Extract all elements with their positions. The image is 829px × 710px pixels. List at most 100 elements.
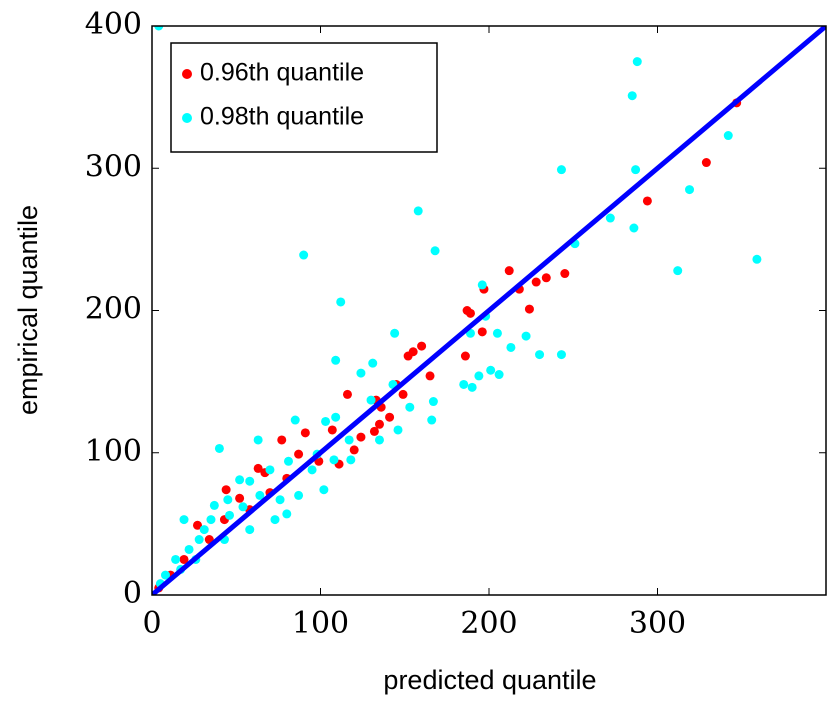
point: [225, 510, 235, 520]
point: [329, 455, 339, 465]
point: [531, 277, 541, 287]
point: [346, 455, 356, 465]
reference-line: [152, 26, 826, 595]
point: [270, 515, 280, 525]
legend-marker: [182, 113, 192, 123]
point: [477, 280, 487, 290]
point: [560, 269, 570, 279]
x-axis-label: predicted quantile: [383, 665, 596, 695]
plot-frame: [151, 25, 827, 596]
point: [238, 502, 248, 512]
point: [385, 412, 395, 422]
point: [349, 445, 359, 455]
point: [206, 515, 216, 525]
point: [265, 465, 275, 475]
point: [467, 382, 477, 392]
point: [294, 490, 304, 500]
point: [245, 525, 255, 535]
point: [556, 165, 566, 175]
point: [417, 341, 427, 351]
legend-label: 0.98th quantile: [200, 103, 364, 131]
y-tick-label: 400: [85, 7, 142, 42]
point: [504, 266, 514, 276]
point: [307, 465, 317, 475]
point: [300, 428, 310, 438]
point: [413, 206, 423, 216]
point: [356, 368, 366, 378]
point: [356, 432, 366, 442]
y-tick-label: 0: [123, 576, 142, 611]
point: [673, 266, 683, 276]
y-tick-label: 200: [85, 292, 142, 327]
point: [209, 500, 219, 510]
point: [374, 435, 384, 445]
point: [277, 435, 287, 445]
point: [524, 304, 534, 314]
point: [194, 535, 204, 545]
point: [685, 185, 695, 195]
point: [642, 196, 652, 206]
point: [321, 416, 331, 426]
point: [631, 165, 641, 175]
point: [494, 370, 504, 380]
point: [492, 328, 502, 338]
point: [235, 493, 245, 503]
point: [486, 365, 496, 375]
point: [428, 397, 438, 407]
point: [342, 389, 352, 399]
point: [299, 250, 309, 260]
point: [374, 419, 384, 429]
point: [221, 485, 231, 495]
point: [477, 327, 487, 337]
point: [294, 449, 304, 459]
point: [245, 476, 255, 486]
point: [331, 355, 341, 365]
point: [179, 554, 189, 564]
point: [393, 425, 403, 435]
point: [390, 328, 400, 338]
point: [701, 158, 711, 168]
plot-area: [152, 26, 826, 595]
point: [752, 254, 762, 264]
point: [336, 297, 346, 307]
point: [430, 246, 440, 256]
point: [327, 425, 337, 435]
point: [521, 331, 531, 341]
point: [506, 342, 516, 352]
point: [255, 490, 265, 500]
point: [253, 435, 263, 445]
point: [425, 371, 435, 381]
point: [632, 57, 642, 67]
point: [474, 371, 484, 381]
point: [331, 412, 341, 422]
point: [192, 520, 202, 530]
point: [541, 273, 551, 283]
point: [369, 426, 379, 436]
legend-label: 0.96th quantile: [200, 59, 364, 87]
point: [154, 26, 164, 31]
x-tick-label: 100: [292, 606, 349, 641]
point: [460, 351, 470, 361]
point: [179, 515, 189, 525]
point: [427, 415, 437, 425]
point: [408, 347, 418, 357]
point: [629, 223, 639, 233]
point: [283, 456, 293, 466]
point: [556, 350, 566, 360]
point: [344, 435, 354, 445]
point: [723, 131, 733, 141]
legend-box: [170, 42, 438, 153]
y-tick-label: 100: [85, 434, 142, 469]
y-tick-label: 300: [85, 149, 142, 184]
point: [171, 554, 181, 564]
point: [465, 308, 475, 318]
point: [282, 509, 292, 519]
point: [184, 544, 194, 554]
x-tick-label: 0: [142, 606, 161, 641]
point: [253, 463, 263, 473]
point: [319, 485, 329, 495]
point: [235, 475, 245, 485]
point: [366, 395, 376, 405]
